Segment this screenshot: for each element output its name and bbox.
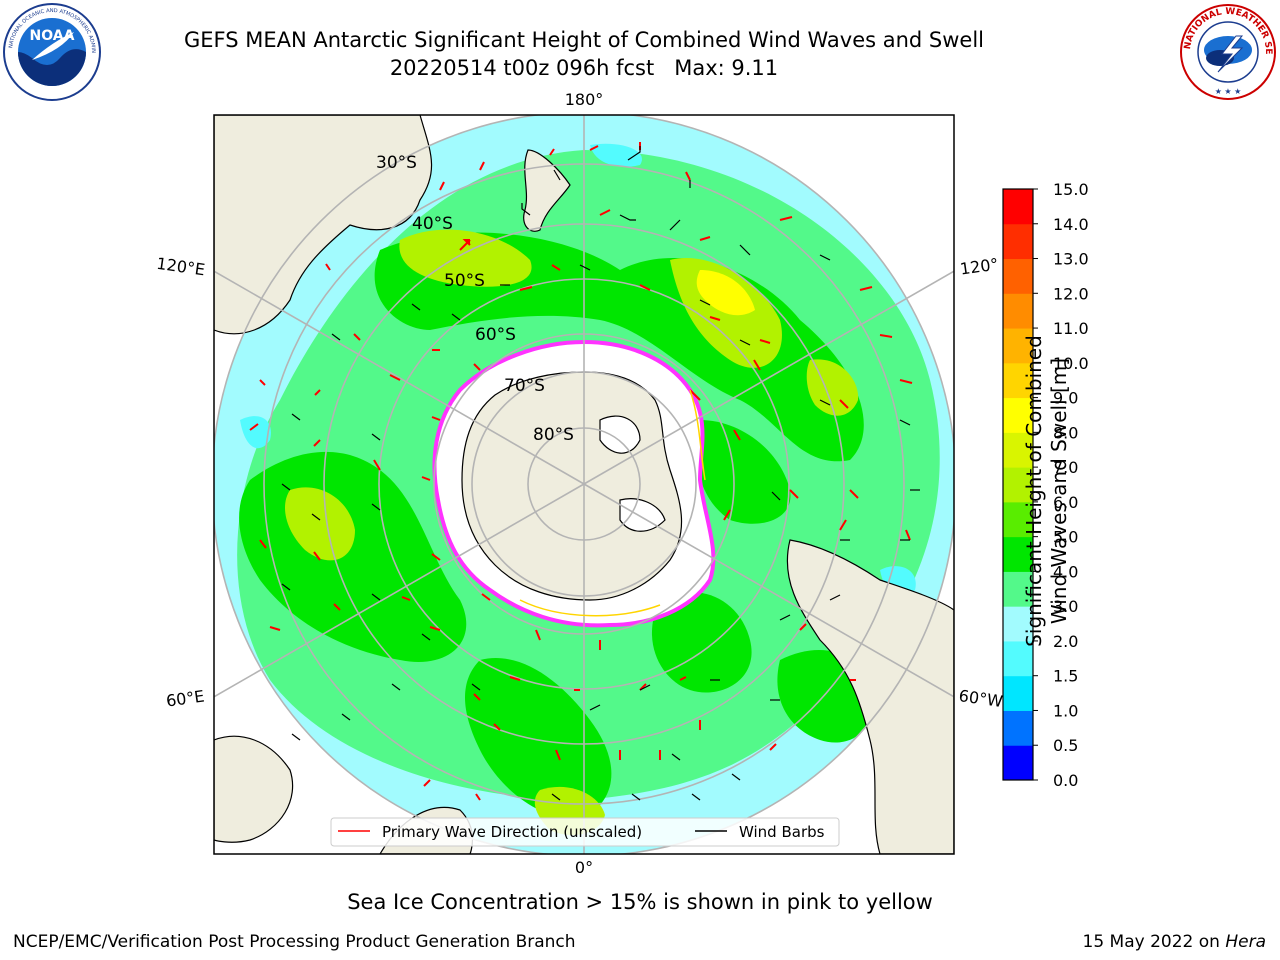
colorbar-swatch — [1003, 432, 1033, 468]
colorbar-tick-label: 11.0 — [1053, 319, 1089, 338]
map-frame — [213, 114, 955, 855]
title-line-1: GEFS MEAN Antarctic Significant Height o… — [183, 28, 985, 52]
lon-label-180: 180° — [565, 90, 604, 109]
colorbar-swatch — [1003, 536, 1033, 572]
colorbar-tick-label: 0.5 — [1053, 736, 1078, 755]
chart-title: GEFS MEAN Antarctic Significant Height o… — [0, 26, 1168, 82]
map-legend: Primary Wave Direction (unscaled) Wind B… — [330, 817, 840, 847]
colorbar-tick-label: 15.0 — [1053, 180, 1089, 199]
noaa-logo-text: NOAA — [30, 28, 75, 44]
colorbar-label: Significant Height of Combined Wind Waves… — [1022, 296, 1071, 686]
legend-wave-label: Primary Wave Direction (unscaled) — [382, 823, 642, 841]
footer-date-text: 15 May 2022 on — [1082, 932, 1220, 952]
colorbar-swatch — [1003, 675, 1033, 711]
colorbar-swatch — [1003, 571, 1033, 607]
lat-label-30s: 30°S — [376, 153, 417, 173]
svg-text:★ ★ ★: ★ ★ ★ — [1215, 87, 1242, 96]
colorbar-tick-label: 12.0 — [1053, 284, 1089, 303]
footer-branch: NCEP/EMC/Verification Post Processing Pr… — [13, 932, 576, 952]
colorbar-frame — [1002, 188, 1034, 781]
colorbar-swatch — [1003, 223, 1033, 260]
nws-logo-icon: NATIONAL WEATHER SERVICE ★ ★ ★ — [1178, 2, 1276, 100]
colorbar-swatch — [1003, 606, 1033, 642]
colorbar-swatch — [1003, 640, 1033, 677]
colorbar-tick-label: 13.0 — [1053, 250, 1089, 269]
lat-label-70s: 70°S — [504, 376, 545, 396]
colorbar-tick-label: 9.0 — [1053, 389, 1078, 408]
colorbar-swatch — [1003, 501, 1033, 538]
colorbar-tick-label: 1.0 — [1053, 701, 1078, 720]
colorbar-tick-label: 1.5 — [1053, 667, 1078, 686]
colorbar-label-line1: Significant Height of Combined — [1022, 335, 1046, 647]
lat-label-40s: 40°S — [412, 214, 453, 234]
colorbar-swatch — [1003, 258, 1033, 294]
colorbar-swatch — [1003, 467, 1033, 503]
lon-label-0: 0° — [575, 858, 593, 877]
lon-label-60w: 60°W — [958, 686, 1005, 711]
lat-label-80s: 80°S — [533, 425, 574, 445]
footer-date: 15 May 2022 on Hera — [1083, 932, 1267, 952]
lat-label-50s: 50°S — [444, 271, 485, 291]
colorbar: 0.0 0.5 1.0 1.5 2.0 3.0 4.0 5.0 6.0 7.0 8.0 9.0 10.0… — [1002, 180, 1089, 790]
colorbar-swatch — [1003, 397, 1033, 433]
colorbar-tick-label: 7.0 — [1053, 458, 1078, 477]
graticule — [214, 115, 954, 854]
colorbar-swatch — [1003, 362, 1033, 399]
legend-barb-label: Wind Barbs — [739, 823, 825, 841]
sea-ice-edge — [519, 389, 706, 617]
noaa-logo-icon: NOAA NATIONAL OCEANIC AND ATMOSPHERIC AD… — [2, 2, 101, 101]
colorbar-tick-label: 2.0 — [1053, 632, 1078, 651]
colorbar-swatch — [1003, 710, 1033, 746]
lat-label-60s: 60°S — [475, 325, 516, 345]
colorbar-swatch — [1003, 293, 1033, 329]
sea-ice-note: Sea Ice Concentration > 15% is shown in … — [347, 890, 933, 914]
colorbar-swatch — [1003, 189, 1033, 225]
title-line-2: 20220514 t00z 096h fcst Max: 9.11 — [389, 56, 779, 80]
lon-label-120e: 120°E — [155, 254, 206, 280]
lon-label-60e: 60°E — [165, 686, 206, 710]
colorbar-tick-label: 14.0 — [1053, 215, 1089, 234]
wind-barbs — [281, 146, 920, 801]
colorbar-tick-label: 3.0 — [1053, 597, 1078, 616]
colorbar-swatch — [1003, 745, 1033, 781]
wave-arrows — [249, 142, 913, 801]
colorbar-tick-label: 4.0 — [1053, 562, 1078, 581]
colorbar-swatch — [1003, 328, 1033, 364]
colorbar-label-line2: Wind Waves and Swell [m] — [1047, 357, 1071, 625]
colorbar-tick-label: 8.0 — [1053, 423, 1078, 442]
colorbar-tick-label: 6.0 — [1053, 493, 1078, 512]
footer-host: Hera — [1225, 932, 1266, 952]
colorbar-tick-label: 10.0 — [1053, 354, 1089, 373]
colorbar-tick-label: 0.0 — [1053, 771, 1078, 790]
land-masses — [214, 115, 954, 854]
lon-label-120w: 120° — [959, 254, 1000, 278]
colorbar-tick-label: 5.0 — [1053, 528, 1078, 547]
